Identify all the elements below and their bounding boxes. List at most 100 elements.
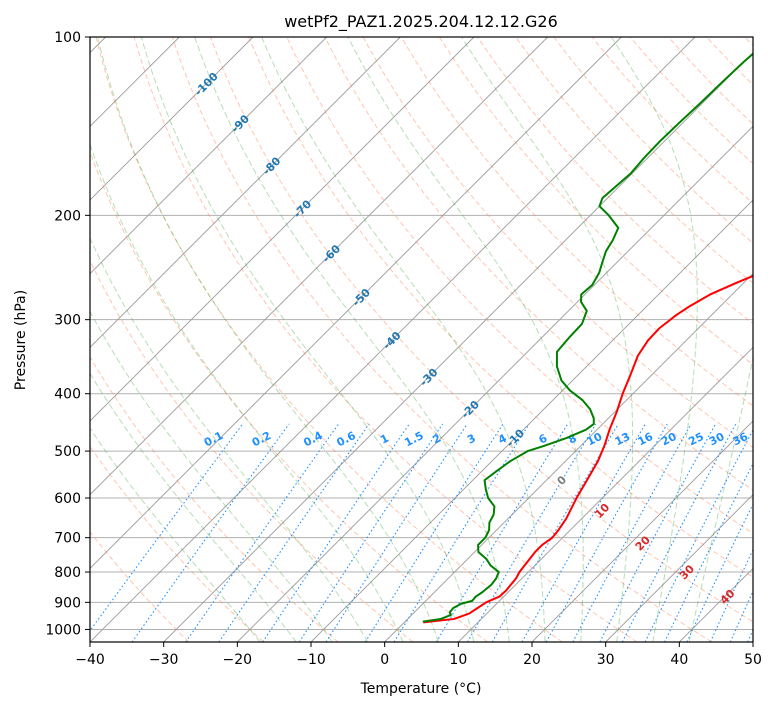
moist-adiabat-line: [90, 236, 369, 642]
mixing-ratio-line: [467, 423, 597, 642]
y-tick-label: 100: [54, 30, 81, 46]
isotherm-line: [90, 37, 254, 201]
y-axis: 100 200 300 400 500 600 700 800 900 1000: [45, 30, 90, 638]
isotherm-line: [531, 420, 753, 642]
moist-adiabat-line: [90, 427, 261, 642]
mixing-ratio-line: [729, 589, 753, 642]
mixing-ratio-line: [262, 423, 410, 642]
dry-adiabat-line: [248, 37, 753, 578]
x-tick-label: −10: [296, 652, 326, 668]
x-tick-label: 20: [523, 652, 541, 668]
y-tick-label: 1000: [45, 622, 81, 638]
dewpoint-profile-line: [422, 52, 753, 623]
isotherm-line: [384, 273, 753, 642]
isotherm-line: [90, 37, 696, 642]
x-tick-label: 10: [449, 652, 467, 668]
moist-adiabat-line: [140, 37, 475, 642]
dry-adiabat-line: [477, 37, 753, 325]
dry-adiabat-line: [553, 37, 753, 244]
dry-adiabat-line: [286, 37, 753, 534]
moist-adiabat-line: [97, 37, 439, 642]
y-tick-label: 400: [54, 387, 81, 403]
y-tick-label: 200: [54, 208, 81, 224]
moist-adiabat-line: [90, 372, 297, 642]
mixing-ratio-line: [664, 462, 753, 642]
mixing-ratio-line: [621, 423, 737, 642]
moist-adiabat-line: [610, 37, 698, 642]
x-tick-label: 30: [597, 652, 615, 668]
mixing-ratio-label: 36: [731, 430, 751, 449]
mixing-ratio-label: 16: [636, 430, 656, 449]
temperature-profile-line: [423, 274, 753, 624]
mixing-ratio-label: 30: [707, 430, 727, 449]
isotherm-line: [458, 346, 753, 642]
plot-border: [89, 36, 754, 643]
dry-adiabat-line: [95, 37, 563, 642]
moist-adiabat-line: [688, 355, 753, 642]
dry-adiabat-line: [362, 37, 753, 449]
y-tick-label: 600: [54, 491, 81, 507]
dry-adiabat-line: [90, 356, 339, 642]
y-tick-label: 800: [54, 565, 81, 581]
dry-adiabat-line: [90, 150, 488, 642]
mixing-ratio-label: 10: [585, 430, 605, 449]
isotherm-line: [752, 641, 753, 642]
y-tick-label: 900: [54, 595, 81, 611]
dry-adiabat-line: [324, 37, 753, 491]
moist-adiabat-line: [90, 143, 404, 642]
plot-area: [90, 37, 753, 642]
x-tick-label: −20: [223, 652, 253, 668]
y-tick-label: 500: [54, 444, 81, 460]
isotherm-line: [90, 37, 327, 275]
dry-adiabat-line: [439, 37, 753, 366]
profile-series: [422, 52, 753, 624]
mixing-ratio-line: [709, 548, 753, 642]
mixing-ratio-line: [185, 423, 340, 642]
dry-adiabat-line: [90, 259, 414, 642]
mixing-ratio-line: [545, 423, 668, 642]
plot-frame: [89, 36, 754, 643]
plot-background: [90, 37, 753, 642]
dry-adiabat-line: [133, 37, 638, 642]
x-tick-label: −40: [75, 652, 105, 668]
moist-adiabat-line: [347, 37, 584, 642]
x-tick-label: 50: [744, 652, 762, 668]
dry-adiabat-line: [90, 531, 190, 642]
mixing-ratio-label: 20: [659, 430, 679, 449]
mixing-ratio-line: [435, 423, 569, 642]
isotherm-line: [163, 52, 753, 642]
isotherm-line: [90, 37, 475, 422]
moist-adiabat-line: [261, 37, 546, 642]
y-tick-label: 700: [54, 531, 81, 547]
background-lines: [90, 37, 753, 642]
mixing-ratio-line: [218, 423, 370, 642]
isotherm-line: [605, 494, 753, 642]
mixing-ratio-line: [393, 423, 530, 642]
x-axis: −40 −30 −20 −10 0 10 20 30 40 50: [75, 642, 762, 668]
y-tick-label: 300: [54, 313, 81, 329]
dry-adiabat-line: [400, 37, 753, 407]
mixing-ratio-line: [131, 423, 290, 642]
x-axis-title: Temperature (°C): [360, 681, 482, 697]
mixing-ratio-label: 13: [613, 430, 633, 449]
mixing-ratio-label: 25: [686, 430, 706, 449]
chart-title: wetPf2_PAZ1.2025.204.12.12.G26: [284, 12, 558, 32]
isotherm-line: [90, 37, 548, 496]
dry-adiabat-line: [210, 37, 753, 623]
x-tick-label: −30: [149, 652, 179, 668]
isotherm-line: [90, 37, 401, 348]
mixing-ratio-line: [599, 423, 716, 642]
isotherm-line: [310, 199, 753, 642]
mixing-ratio-line: [364, 423, 504, 642]
mixing-ratio-line: [572, 423, 692, 642]
isotherm-line: [90, 37, 622, 569]
x-tick-label: 0: [380, 652, 389, 668]
mixing-ratio-line: [644, 428, 753, 642]
mixing-ratio-line: [521, 423, 646, 642]
x-tick-label: 40: [670, 652, 688, 668]
mixing-ratio-line: [686, 503, 753, 642]
y-axis-title: Pressure (hPa): [13, 290, 29, 390]
dry-adiabat-line: [591, 37, 753, 204]
dry-adiabat-line: [171, 37, 712, 642]
